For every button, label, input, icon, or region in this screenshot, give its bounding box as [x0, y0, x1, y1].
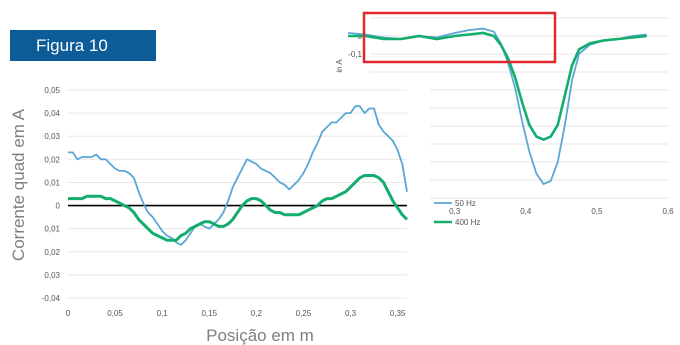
- background-series-line: [348, 31, 647, 142]
- main-chart: 0,05 0,04 0,03 0,02 0,01 0 0,01 0,02 0,03 -0,04 0 0…: [0, 80, 430, 345]
- background-y-tick-label: -0,1: [348, 50, 362, 59]
- y-tick-label: 0,03: [44, 271, 60, 280]
- x-axis-title: Posição em m: [206, 326, 314, 345]
- series-line: [68, 105, 408, 246]
- main-series-lines: [68, 105, 409, 246]
- y-tick-label: 0,04: [44, 109, 60, 118]
- background-x-tick-label: 0,4: [520, 207, 532, 216]
- x-tick-label: 0,3: [345, 309, 357, 318]
- y-axis-title: Corrente quad em A: [9, 108, 28, 261]
- background-x-tick-label: 0,3: [449, 207, 461, 216]
- y-tick-label: 0,03: [44, 132, 60, 141]
- background-x-tick-label: 0,5: [591, 207, 603, 216]
- legend: 50 Hz 400 Hz: [434, 199, 480, 227]
- x-tick-label: 0,05: [107, 309, 123, 318]
- x-tick-label: 0,15: [201, 309, 217, 318]
- background-x-tick-label: 0,6: [662, 207, 674, 216]
- y-tick-label: 0: [56, 202, 61, 211]
- highlight-box: [362, 11, 557, 64]
- y-tick-label: 0,01: [44, 178, 60, 187]
- series-line: [68, 174, 409, 242]
- y-tick-label: 0,02: [44, 248, 60, 257]
- y-tick-label: 0,01: [44, 225, 60, 234]
- y-tick-label: -0,04: [42, 294, 61, 303]
- x-tick-label: 0,2: [251, 309, 263, 318]
- main-chart-background: [0, 80, 430, 345]
- x-tick-label: 0,1: [157, 309, 169, 318]
- x-tick-label: 0,35: [390, 309, 406, 318]
- legend-label: 50 Hz: [455, 199, 476, 208]
- figure-label: Figura 10: [10, 30, 156, 61]
- main-tick-labels: 0,05 0,04 0,03 0,02 0,01 0 0,01 0,02 0,03 -0,04 0 0…: [42, 86, 406, 318]
- y-tick-label: 0,05: [44, 86, 60, 95]
- x-tick-label: 0: [66, 309, 71, 318]
- legend-label: 400 Hz: [455, 218, 480, 227]
- main-gridlines: [68, 89, 407, 299]
- y-tick-label: 0,02: [44, 155, 60, 164]
- background-series-lines: [347, 27, 647, 186]
- x-tick-label: 0,25: [296, 309, 312, 318]
- background-y-axis-label: in A: [335, 59, 344, 73]
